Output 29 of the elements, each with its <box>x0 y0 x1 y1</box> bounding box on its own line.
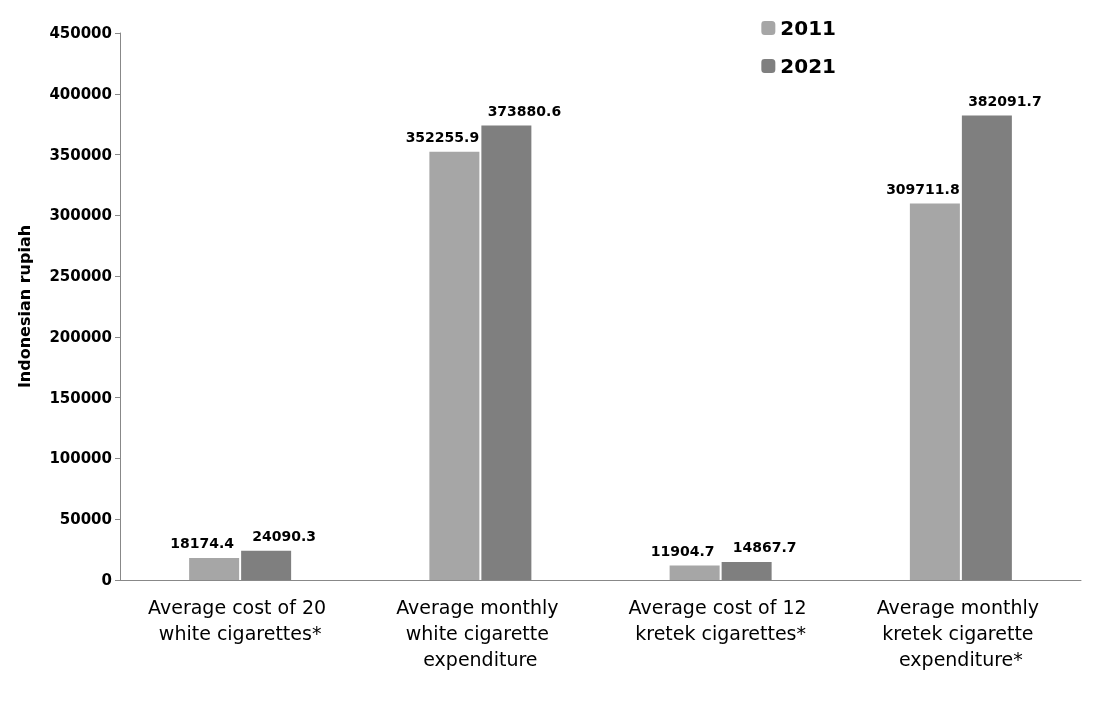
bar <box>189 557 240 580</box>
y-tick-label: 350000 <box>49 145 112 164</box>
y-tick-label: 0 <box>101 571 112 589</box>
data-label: 24090.3 <box>252 527 317 544</box>
y-tick-label: 300000 <box>49 206 112 225</box>
y-tick-label: 200000 <box>49 327 112 346</box>
bar <box>669 565 720 580</box>
data-label: 382091.7 <box>968 92 1042 109</box>
data-label: 309711.8 <box>886 180 960 197</box>
x-tick-label: Average monthly white cigarette expenditure <box>396 596 565 670</box>
data-label: 14867.7 <box>732 538 797 555</box>
data-label: 18174.4 <box>170 534 235 551</box>
x-tick-label: Average cost of 12 kretek cigarettes* <box>628 596 813 644</box>
data-label: 373880.6 <box>487 102 562 119</box>
y-axis-title: Indonesian rupiah <box>14 224 34 389</box>
legend-label: 2011 <box>780 16 837 40</box>
data-label: 352255.9 <box>405 128 480 145</box>
bar <box>909 203 960 580</box>
x-tick-label: Average cost of 20 white cigarettes* <box>148 596 333 644</box>
y-tick-label: 150000 <box>49 388 112 407</box>
data-label: 11904.7 <box>650 542 715 559</box>
legend-label: 2021 <box>780 54 837 78</box>
x-tick-label: Average monthly kretek cigarette expenditure* <box>876 596 1046 670</box>
y-tick-label: 400000 <box>49 84 112 103</box>
y-tick-label: 50000 <box>59 510 112 529</box>
y-tick-label: 450000 <box>49 24 112 42</box>
y-tick-label: 250000 <box>49 267 112 286</box>
y-tick-label: 100000 <box>49 449 112 468</box>
bar <box>429 151 480 580</box>
